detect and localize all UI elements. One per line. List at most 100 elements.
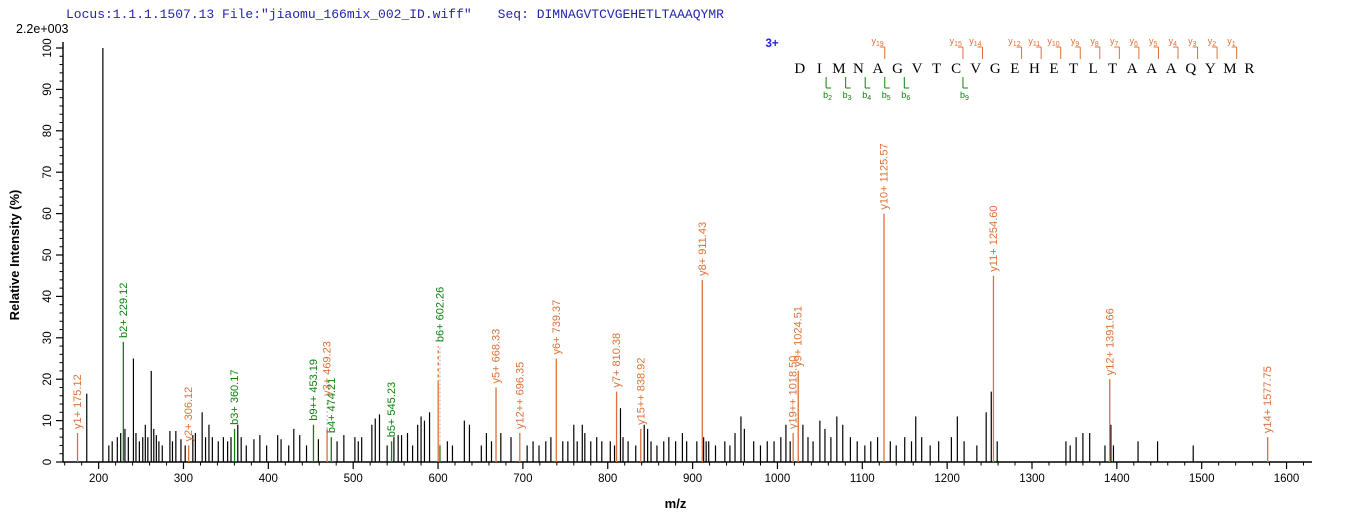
precursor-charge-label: 3+ bbox=[765, 38, 778, 50]
header-sequence: DIMNAGVTCVGEHETLTAAAQYMR bbox=[536, 7, 724, 22]
peak-label: b9++ 453.19 bbox=[308, 359, 320, 421]
residue-letter: C bbox=[951, 61, 961, 77]
residue-letter: E bbox=[1049, 61, 1058, 77]
x-tick-label: 400 bbox=[259, 473, 278, 485]
peak-label: y12++ 696.35 bbox=[514, 362, 526, 429]
residue-letter: V bbox=[912, 61, 923, 77]
peak-label: y1+ 175.12 bbox=[72, 374, 84, 429]
residue-letter: A bbox=[873, 61, 884, 77]
peak-label: y5+ 668.33 bbox=[491, 329, 503, 384]
residue-letter: M bbox=[832, 61, 845, 77]
residue-letter: A bbox=[1166, 61, 1177, 77]
residue-letter: N bbox=[853, 61, 864, 77]
residue-letter: T bbox=[932, 61, 941, 77]
seq-prefix: Seq: bbox=[497, 7, 537, 22]
x-tick-label: 1100 bbox=[850, 473, 875, 485]
residue-letter: I bbox=[817, 61, 822, 77]
x-tick-label: 300 bbox=[174, 473, 193, 485]
peak-label: b2+ 229.12 bbox=[118, 283, 130, 338]
residue-letter: L bbox=[1088, 61, 1097, 77]
x-tick-label: 800 bbox=[598, 473, 617, 485]
residue-letter: Y bbox=[1205, 61, 1216, 77]
y-ion-mark-label: y11 bbox=[1028, 36, 1040, 48]
b-ion-mark-label: b9 bbox=[960, 90, 969, 102]
y-tick-label: 100 bbox=[42, 38, 54, 57]
y-ion-mark-label: y8 bbox=[1090, 36, 1099, 48]
x-tick-label: 1200 bbox=[934, 473, 960, 485]
peak-label: b3+ 360.17 bbox=[229, 370, 241, 425]
peak-label: y8+ 911.43 bbox=[697, 222, 709, 276]
b-ion-mark-label: b3 bbox=[843, 90, 852, 102]
residue-letter: A bbox=[1146, 61, 1157, 77]
y-tick-label: 30 bbox=[42, 331, 54, 344]
residue-letter: T bbox=[1069, 61, 1078, 77]
peak-label: y12+ 1391.66 bbox=[1104, 308, 1116, 375]
y-ion-mark-label: y10 bbox=[1047, 36, 1059, 48]
y-ion-mark-label: y1 bbox=[1227, 36, 1236, 48]
y-ion-mark-label: y5 bbox=[1149, 36, 1158, 48]
peak-label: y11+ 1254.60 bbox=[988, 206, 1000, 272]
y-ion-mark-label: y6 bbox=[1129, 36, 1138, 48]
b-ion-mark-label: b2 bbox=[823, 90, 832, 102]
intensity-scale-note: 2.2e+003 bbox=[16, 22, 69, 36]
peak-label: y3+ 469.23 bbox=[322, 341, 334, 396]
residue-letter: G bbox=[990, 61, 1001, 77]
x-tick-label: 1300 bbox=[1019, 473, 1045, 485]
residue-letter: M bbox=[1223, 61, 1236, 77]
y-ion-mark-label: y3 bbox=[1188, 36, 1197, 48]
b-ion-mark-label: b5 bbox=[882, 90, 891, 102]
peak-label: b4+ 474.21 bbox=[326, 378, 338, 433]
peak-label: y2+ 306.12 bbox=[183, 387, 195, 442]
x-tick-label: 700 bbox=[513, 473, 532, 485]
assigned-peaks: y1+ 175.12 b2+ 229.12 y2+ 306.12 b3+ 360.17… bbox=[72, 143, 1274, 462]
residue-letter: H bbox=[1029, 61, 1040, 77]
y-ion-mark-label: y14 bbox=[969, 36, 981, 48]
y-ion-mark-label: y7 bbox=[1110, 36, 1119, 48]
y-tick-label: 10 bbox=[42, 414, 54, 427]
peak-label: y6+ 739.37 bbox=[551, 300, 563, 355]
y-ion-mark-label: y4 bbox=[1169, 36, 1178, 48]
y-tick-label: 50 bbox=[42, 249, 54, 262]
axes bbox=[62, 42, 1312, 463]
peak-label: y9+ 1024.51 bbox=[793, 306, 805, 367]
y-tick-label: 90 bbox=[42, 83, 54, 96]
x-axis-ticks: 200 300 400 500 600 700 800 900 1000 1100 1200 1300… bbox=[64, 462, 1305, 511]
x-tick-label: 1000 bbox=[765, 473, 791, 485]
x-tick-label: 1600 bbox=[1274, 473, 1300, 485]
residue-letter: Q bbox=[1185, 61, 1196, 77]
y-ion-mark-label: y15 bbox=[950, 36, 962, 48]
b-ion-mark-label: b6 bbox=[901, 90, 910, 102]
y-axis-title: Relative Intensity (%) bbox=[7, 190, 22, 321]
residue-letter: D bbox=[794, 61, 805, 77]
x-axis-title: m/z bbox=[665, 496, 687, 511]
residue-letter: E bbox=[1010, 61, 1019, 77]
y-tick-label: 70 bbox=[42, 166, 54, 179]
residue-letter: R bbox=[1244, 61, 1254, 77]
y-axis-ticks: 0 10 20 30 40 50 60 70 80 90 100 Relative Intensity… bbox=[7, 38, 63, 465]
x-tick-label: 1400 bbox=[1104, 473, 1130, 485]
peak-label: b5+ 545.23 bbox=[386, 382, 398, 437]
y-tick-label: 60 bbox=[42, 207, 54, 220]
locus-file-text: Locus:1.1.1.1507.13 File:"jiaomu_166mix_… bbox=[66, 7, 472, 22]
x-tick-label: 1500 bbox=[1189, 473, 1215, 485]
unassigned-peaks bbox=[86, 48, 1194, 462]
peak-label: y19++ 1018.50 bbox=[788, 356, 800, 429]
y-tick-label: 20 bbox=[42, 373, 54, 386]
residue-letter: G bbox=[892, 61, 903, 77]
x-tick-label: 900 bbox=[683, 473, 702, 485]
x-tick-label: 200 bbox=[89, 473, 108, 485]
peak-label: y7+ 810.38 bbox=[611, 333, 623, 388]
y-ion-mark-label: y2 bbox=[1208, 36, 1217, 48]
y-ion-mark-label: y9 bbox=[1071, 36, 1080, 48]
residue-letter: T bbox=[1108, 61, 1117, 77]
y-tick-label: 0 bbox=[42, 459, 54, 465]
y-tick-label: 40 bbox=[42, 290, 54, 303]
residue-letter: V bbox=[970, 61, 981, 77]
header-line: Locus:1.1.1.1507.13 File:"jiaomu_166mix_… bbox=[66, 7, 724, 22]
b-ion-mark-label: b4 bbox=[862, 90, 871, 102]
peak-label: b6+ 602.26 bbox=[434, 287, 446, 342]
peak-label: y10+ 1125.57 bbox=[878, 143, 890, 209]
y-ion-mark-label: y12 bbox=[1008, 36, 1020, 48]
